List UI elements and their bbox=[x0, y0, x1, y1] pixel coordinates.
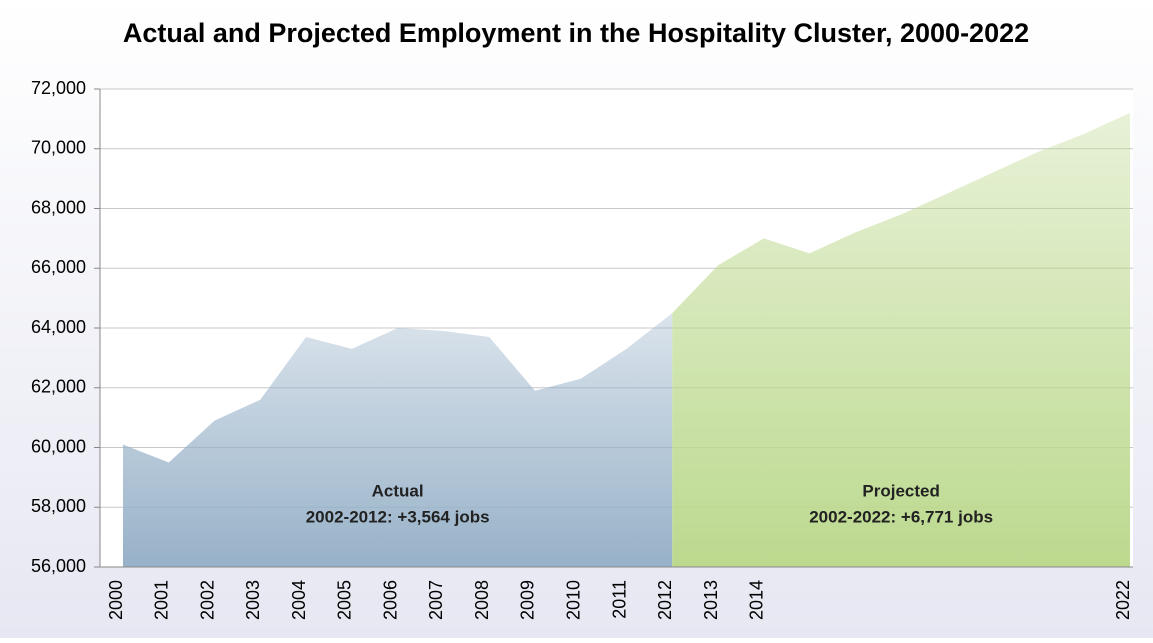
x-tick-label: 2005 bbox=[335, 580, 355, 620]
y-tick-label: 64,000 bbox=[31, 317, 86, 337]
x-tick-label: 2014 bbox=[747, 580, 767, 620]
y-tick-label: 72,000 bbox=[31, 78, 86, 98]
x-tick-label: 2008 bbox=[472, 580, 492, 620]
x-tick-label: 2004 bbox=[289, 580, 309, 620]
y-tick-label: 70,000 bbox=[31, 138, 86, 158]
x-tick-label: 2000 bbox=[106, 580, 126, 620]
x-tick-label: 2022 bbox=[1113, 580, 1133, 620]
y-tick-label: 56,000 bbox=[31, 556, 86, 576]
area bbox=[672, 112, 1130, 568]
x-tick-label: 2002 bbox=[197, 580, 217, 620]
x-tick-label: 2009 bbox=[518, 580, 538, 620]
annotation: 2002-2022: +6,771 jobs bbox=[809, 507, 993, 526]
x-tick-label: 2001 bbox=[152, 580, 172, 620]
y-tick-label: 62,000 bbox=[31, 377, 86, 397]
x-tick-label: 2012 bbox=[655, 580, 675, 620]
y-tick-label: 68,000 bbox=[31, 197, 86, 217]
series-label: Projected bbox=[862, 481, 939, 500]
y-tick-label: 66,000 bbox=[31, 257, 86, 277]
x-tick-label: 2003 bbox=[243, 580, 263, 620]
x-tick-label: 2007 bbox=[426, 580, 446, 620]
area bbox=[123, 313, 673, 567]
x-tick-label: 2013 bbox=[701, 580, 721, 620]
x-tick-label: 2010 bbox=[563, 580, 583, 620]
x-tick-label: 2006 bbox=[380, 580, 400, 620]
chart-title: Actual and Projected Employment in the H… bbox=[123, 18, 1029, 48]
x-tick-label: 2011 bbox=[609, 580, 629, 619]
y-tick-label: 60,000 bbox=[31, 436, 86, 456]
series-label: Actual bbox=[372, 481, 424, 500]
y-tick-label: 58,000 bbox=[31, 496, 86, 516]
annotation: 2002-2012: +3,564 jobs bbox=[306, 507, 490, 526]
